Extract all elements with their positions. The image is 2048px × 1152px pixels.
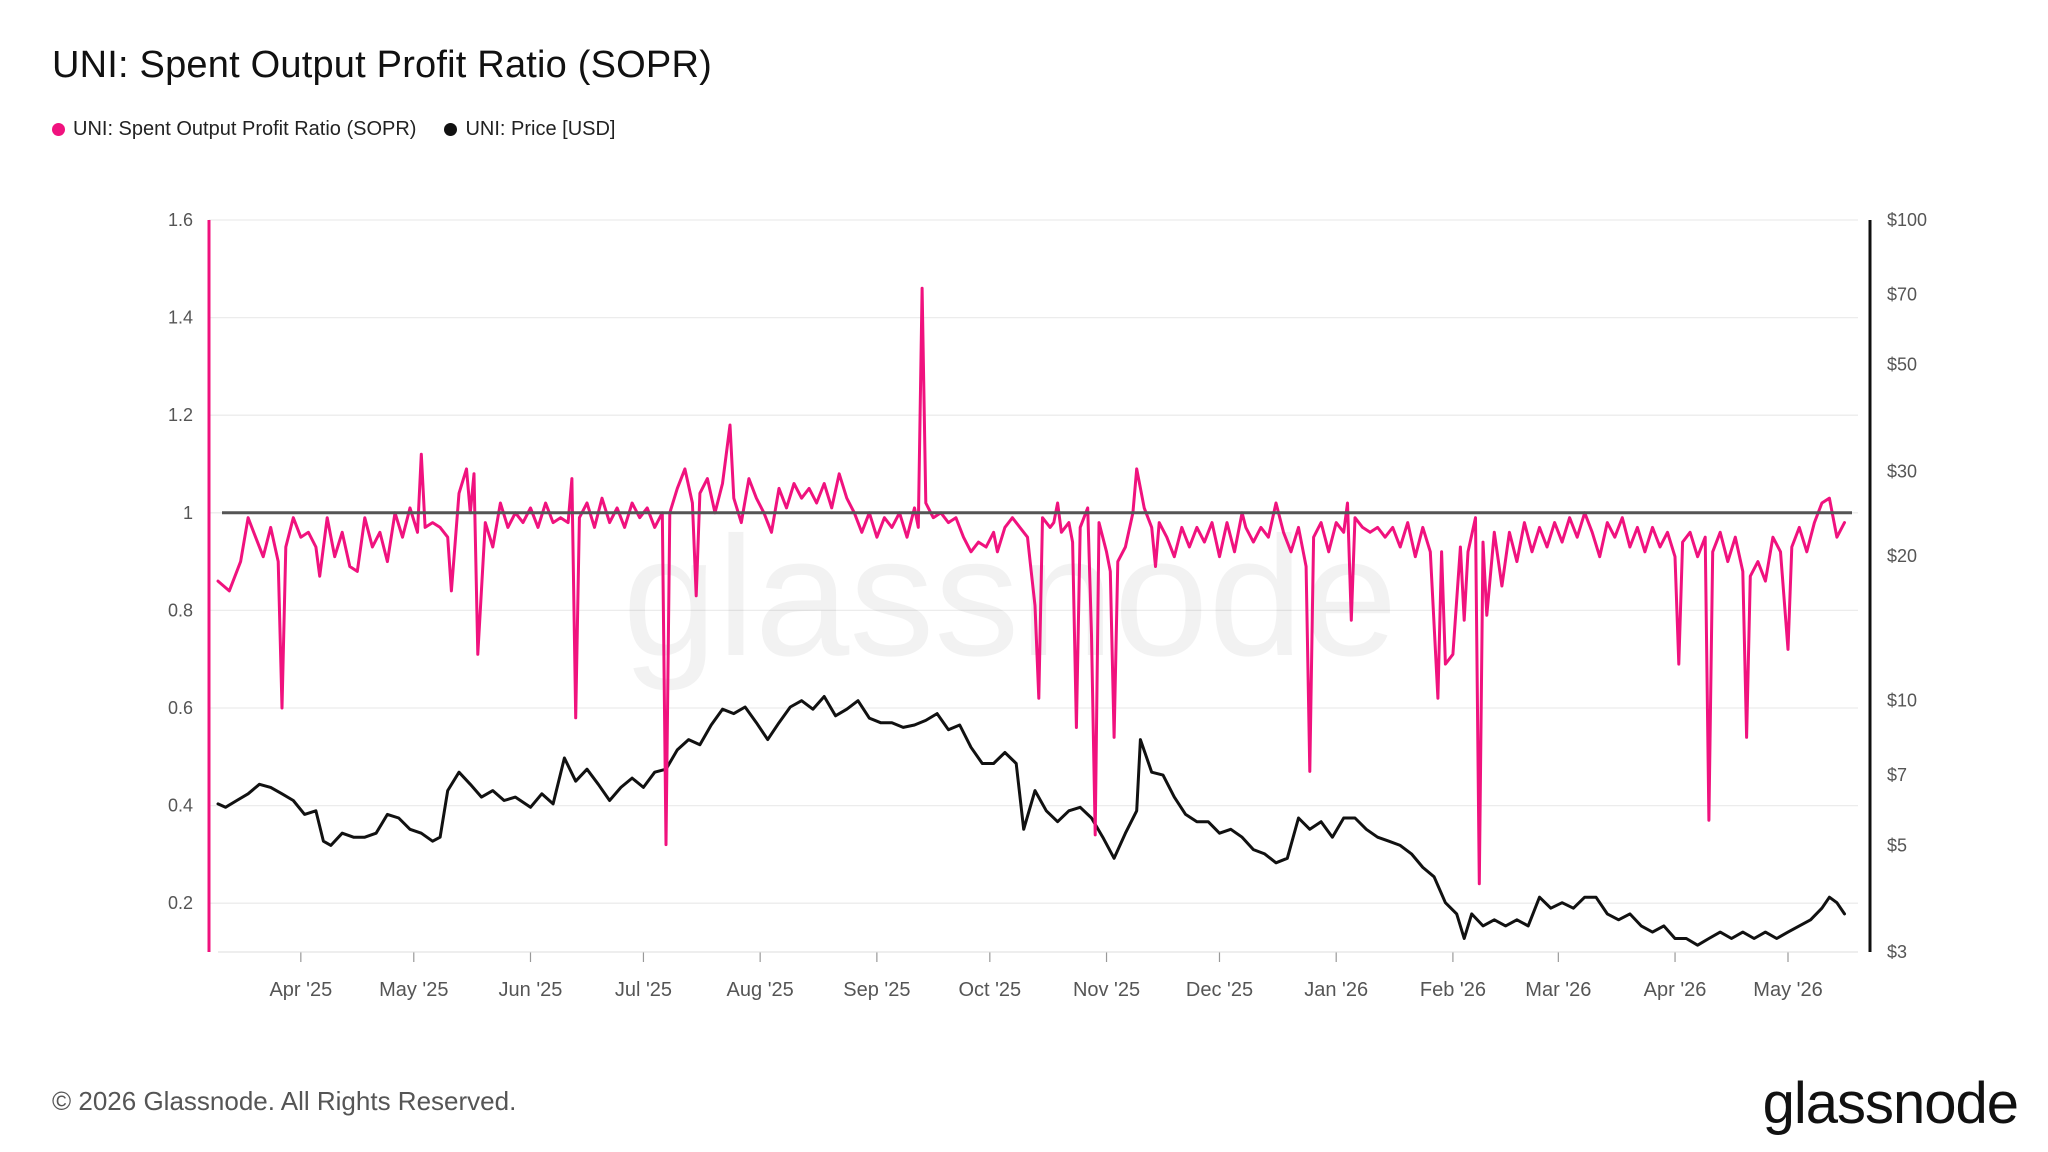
y-right-tick-label: $3 bbox=[1887, 942, 1907, 962]
x-tick-label: Sep '25 bbox=[843, 979, 910, 1001]
y-right-tick-label: $20 bbox=[1887, 546, 1917, 566]
glassnode-logo[interactable]: glassnode bbox=[1762, 1071, 2019, 1136]
x-tick-label: Jun '25 bbox=[499, 979, 563, 1001]
legend-label-sopr: UNI: Spent Output Profit Ratio (SOPR) bbox=[73, 118, 417, 140]
copyright-footer: © 2026 Glassnode. All Rights Reserved. bbox=[52, 1086, 517, 1116]
y-left-tick-label: 0.6 bbox=[168, 698, 193, 718]
x-tick-label: Feb '26 bbox=[1420, 979, 1486, 1001]
legend-dot-price-icon bbox=[444, 123, 458, 136]
x-tick-label: Oct '25 bbox=[958, 979, 1021, 1001]
x-tick-label: Jan '26 bbox=[1304, 979, 1368, 1001]
y-right-tick-label: $5 bbox=[1887, 835, 1907, 855]
y-left-tick-label: 0.8 bbox=[168, 600, 193, 620]
x-tick-label: Jul '25 bbox=[615, 979, 672, 1001]
x-tick-label: May '26 bbox=[1753, 979, 1822, 1001]
legend-label-price: UNI: Price [USD] bbox=[465, 118, 616, 140]
x-tick-label: Apr '26 bbox=[1644, 979, 1707, 1001]
y-left-tick-label: 1.4 bbox=[168, 308, 193, 328]
x-tick-label: Aug '25 bbox=[727, 979, 794, 1001]
y-right-tick-label: $100 bbox=[1887, 210, 1927, 230]
x-tick-label: May '25 bbox=[379, 979, 448, 1001]
sopr-line bbox=[216, 286, 1846, 886]
legend: UNI: Spent Output Profit Ratio (SOPR) UN… bbox=[52, 118, 616, 141]
y-right-tick-label: $50 bbox=[1887, 355, 1917, 375]
x-tick-label: Apr '25 bbox=[269, 979, 332, 1001]
sopr-series bbox=[216, 286, 1846, 886]
y-right-tick-label: $7 bbox=[1887, 765, 1907, 785]
price-series bbox=[216, 695, 1846, 947]
y-right-tick-label: $10 bbox=[1887, 691, 1917, 711]
y-right-tick-label: $70 bbox=[1887, 284, 1917, 304]
x-tick-label: Nov '25 bbox=[1073, 979, 1140, 1001]
chart-title: UNI: Spent Output Profit Ratio (SOPR) bbox=[52, 44, 712, 86]
y-left-tick-label: 1 bbox=[183, 503, 193, 523]
y-left-tick-label: 1.6 bbox=[168, 210, 193, 230]
x-tick-label: Mar '26 bbox=[1525, 979, 1591, 1001]
y-right-tick-label: $30 bbox=[1887, 461, 1917, 481]
axes: 0.2 0.4 0.6 0.8 1 1.2 1.4 1.6 $3 $5 $7 $10 $20 $30 $50… bbox=[168, 210, 1927, 1001]
price-line bbox=[216, 695, 1846, 947]
y-left-tick-label: 0.2 bbox=[168, 893, 193, 913]
legend-dot-sopr-icon bbox=[52, 123, 65, 136]
y-left-tick-label: 0.4 bbox=[168, 796, 193, 816]
watermark: glassnode bbox=[622, 502, 1397, 692]
y-left-tick-label: 1.2 bbox=[168, 405, 193, 425]
legend-item-price[interactable]: UNI: Price [USD] bbox=[444, 118, 616, 141]
legend-item-sopr[interactable]: UNI: Spent Output Profit Ratio (SOPR) bbox=[52, 118, 416, 141]
x-tick-label: Dec '25 bbox=[1186, 979, 1253, 1001]
